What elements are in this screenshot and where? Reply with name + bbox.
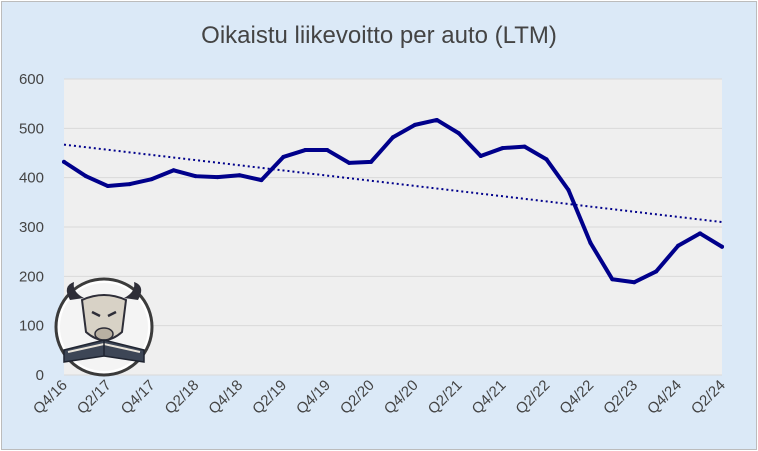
- series-points: [62, 117, 724, 285]
- x-tick-label: Q2/21: [425, 377, 466, 418]
- y-tick-label: 500: [19, 120, 44, 137]
- data-point: [281, 154, 286, 159]
- data-point: [500, 146, 505, 151]
- x-tick-label: Q2/18: [162, 377, 203, 418]
- data-point: [456, 131, 461, 136]
- bull-reading-book-icon: [54, 277, 154, 377]
- x-tick-label: Q4/21: [469, 377, 510, 418]
- data-point: [171, 168, 176, 173]
- data-point: [720, 244, 724, 249]
- x-tick-label: Q2/17: [74, 377, 115, 418]
- x-tick-label: Q2/23: [600, 377, 641, 418]
- data-point: [632, 280, 637, 285]
- y-tick-label: 400: [19, 170, 44, 187]
- data-point: [588, 240, 593, 245]
- data-point: [62, 159, 66, 164]
- y-tick-label: 200: [19, 268, 44, 285]
- data-point: [566, 188, 571, 192]
- data-point: [347, 160, 352, 165]
- data-point: [127, 182, 132, 187]
- y-tick-label: 300: [19, 219, 44, 236]
- y-tick-label: 0: [36, 367, 44, 384]
- x-tick-label: Q2/20: [337, 377, 378, 418]
- data-point: [412, 122, 417, 127]
- data-point: [149, 177, 154, 182]
- data-point: [369, 159, 374, 164]
- data-point: [434, 117, 439, 122]
- data-point: [676, 243, 681, 248]
- data-point: [654, 269, 659, 274]
- data-point: [105, 184, 110, 189]
- x-tick-label: Q4/19: [293, 377, 334, 418]
- x-tick-label: Q4/18: [205, 377, 246, 418]
- x-tick-label: Q4/20: [381, 377, 422, 418]
- data-point: [259, 178, 264, 183]
- data-point: [215, 175, 220, 180]
- data-point: [303, 148, 308, 153]
- y-tick-label: 100: [19, 318, 44, 335]
- data-point: [610, 277, 615, 282]
- data-point: [478, 153, 483, 158]
- data-point: [193, 174, 198, 179]
- data-point: [522, 144, 527, 149]
- data-point: [83, 174, 88, 179]
- y-tick-label: 600: [19, 71, 44, 88]
- x-tick-label: Q4/17: [118, 377, 159, 418]
- x-tick-label: Q4/24: [644, 377, 685, 418]
- x-tick-label: Q4/22: [556, 377, 597, 418]
- data-point: [544, 157, 549, 162]
- data-point: [325, 148, 330, 153]
- chart-title: Oikaistu liikevoitto per auto (LTM): [201, 22, 557, 49]
- trendline: [63, 143, 723, 224]
- y-axis-ticks: 0 100 200 300 400 500 600: [19, 71, 44, 384]
- x-tick-label: Q2/22: [512, 377, 553, 418]
- x-tick-label: Q2/24: [688, 377, 729, 418]
- data-point: [391, 135, 395, 140]
- data-point: [698, 231, 703, 236]
- data-point: [237, 173, 242, 178]
- x-axis-ticks: Q4/16 Q2/17 Q4/17 Q2/18 Q4/18 Q2/19 Q4/19 Q2/20…: [30, 377, 729, 418]
- x-tick-label: Q2/19: [249, 377, 290, 418]
